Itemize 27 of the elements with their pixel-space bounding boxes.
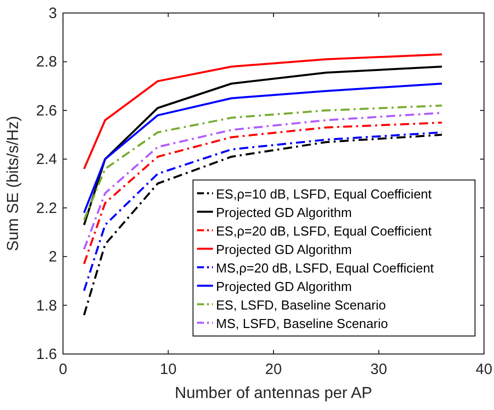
y-tick-label: 3 <box>48 5 57 22</box>
line-series <box>83 66 443 226</box>
y-tick-label: 1.6 <box>36 346 57 363</box>
line-series <box>83 53 443 170</box>
x-axis-title: Number of antennas per AP <box>174 385 372 402</box>
legend-label: MS,ρ=20 dB, LSFD, Equal Coefficient <box>216 260 434 276</box>
legend-label: ES,ρ=20 dB, LSFD, Equal Coefficient <box>216 223 432 238</box>
x-tick-label: 0 <box>58 361 68 378</box>
y-tick-label: 2.4 <box>36 151 57 168</box>
legend-label: MS, LSFD, Baseline Scenario <box>216 316 388 331</box>
legend-label: Projected GD Algorithm <box>216 242 352 257</box>
x-tick-label: 30 <box>370 361 388 378</box>
y-tick-label: 2.2 <box>36 200 57 217</box>
legend-label: Projected GD Algorithm <box>216 204 352 220</box>
legend-label: ES, LSFD, Baseline Scenario <box>216 297 386 312</box>
y-tick-label: 1.8 <box>36 297 57 314</box>
x-tick-label: 10 <box>160 361 177 378</box>
y-axis-title: Sum SE (bits/s/Hz) <box>5 116 22 252</box>
legend-label: ES,ρ=10 dB, LSFD, Equal Coefficient <box>216 186 432 202</box>
x-tick-label: 20 <box>265 361 282 378</box>
y-tick-label: 2.6 <box>36 102 57 120</box>
line-series <box>83 122 443 265</box>
x-tick-label: 40 <box>476 361 492 378</box>
y-tick-label: 2.8 <box>36 54 57 71</box>
legend-label: Projected GD Algorithm <box>216 278 352 294</box>
line-series <box>83 104 443 222</box>
y-tick-label: 2 <box>48 248 57 266</box>
